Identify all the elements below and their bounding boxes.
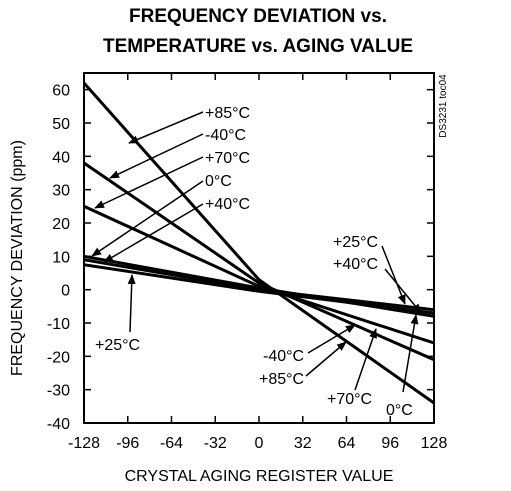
y-tick-label: 0: [61, 283, 70, 300]
annotation-arrow: [109, 133, 204, 179]
series-line: [84, 82, 434, 405]
x-tick-label: -64: [160, 435, 183, 452]
x-tick-label: -32: [204, 435, 227, 452]
series-line: [84, 263, 434, 315]
x-tick-label: 0: [255, 435, 264, 452]
y-tick-label: -40: [47, 416, 70, 433]
annotation-label: +70°C: [205, 150, 250, 167]
annotation-arrow: [402, 314, 419, 393]
annotation-arrow: [94, 156, 204, 209]
y-tick-label: 20: [52, 216, 70, 233]
chart-title-line-1: FREQUENCY DEVIATION vs.: [129, 6, 387, 27]
x-tick-label: 64: [338, 435, 356, 452]
annotation-arrow: [381, 245, 406, 305]
annotation-label: +25°C: [95, 337, 140, 354]
x-tick-label: 96: [381, 435, 399, 452]
series-line: [84, 258, 434, 312]
annotation-label: +70°C: [327, 391, 372, 408]
annotation-label: -40°C: [263, 348, 304, 365]
annotation-label: +25°C: [333, 234, 378, 251]
x-tick-label: -128: [68, 435, 100, 452]
y-tick-label: -30: [47, 383, 70, 400]
x-ticks: -128 -96 -64 -32 0 32 64 96 128: [68, 73, 447, 452]
chart-title-line-2: TEMPERATURE vs. AGING VALUE: [103, 36, 413, 57]
y-tick-label: 30: [52, 183, 70, 200]
series-line: [84, 161, 434, 362]
annotation-label: 0°C: [386, 402, 413, 419]
annotation-label: -40°C: [205, 127, 246, 144]
x-tick-label: 128: [421, 435, 448, 452]
y-tick-label: -20: [47, 349, 70, 366]
annotation-label: +85°C: [259, 371, 304, 388]
annotation-label: +40°C: [205, 196, 250, 213]
y-tick-label: 60: [52, 83, 70, 100]
annotation-label: 0°C: [205, 173, 232, 190]
annotation-arrow: [103, 203, 204, 263]
annotation-arrow: [384, 268, 422, 314]
annotation-arrow: [307, 324, 356, 354]
y-tick-label: -10: [47, 316, 70, 333]
annotation-arrow: [354, 328, 377, 391]
annotation-label: +40°C: [333, 256, 378, 273]
x-tick-label: 32: [294, 435, 312, 452]
annotation-arrow: [305, 341, 347, 377]
side-note: DS3231 toc04: [438, 74, 449, 138]
y-tick-label: 10: [52, 249, 70, 266]
x-tick-label: -96: [116, 435, 139, 452]
annotation-label: +85°C: [205, 105, 250, 122]
y-axis-label: FREQUENCY DEVIATION (ppm): [9, 140, 26, 376]
annotations-group: +85°C -40°C +70°C 0°C +40°C +25°C +25°C …: [91, 105, 422, 419]
y-tick-label: 40: [52, 149, 70, 166]
annotation-arrow: [127, 274, 136, 333]
series-group: [84, 82, 434, 405]
y-tick-label: 50: [52, 116, 70, 133]
annotation-arrow: [128, 111, 204, 144]
x-axis-label: CRYSTAL AGING REGISTER VALUE: [125, 468, 394, 485]
annotation-arrow: [91, 180, 204, 257]
y-ticks: -40 -30 -20 -10 0 10 20 30 40 50 60: [47, 83, 434, 433]
series-line: [84, 204, 434, 345]
